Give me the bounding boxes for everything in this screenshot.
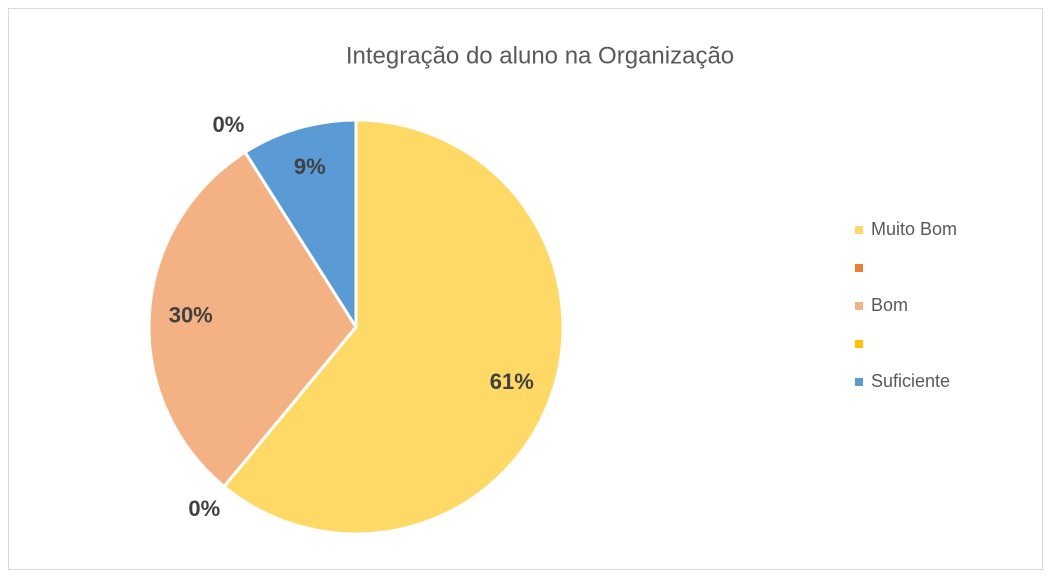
pie-slice — [222, 118, 565, 536]
legend-marker — [855, 340, 863, 348]
data-label: 30% — [169, 302, 213, 327]
legend-label: Bom — [871, 295, 908, 315]
legend-label: Muito Bom — [871, 219, 957, 239]
data-label: 0% — [213, 112, 245, 137]
legend-marker — [855, 226, 863, 234]
data-label: 61% — [490, 369, 534, 394]
legend-label: Suficiente — [871, 371, 950, 391]
legend-marker — [855, 302, 863, 310]
data-label: 0% — [188, 496, 220, 521]
legend-marker — [855, 378, 863, 386]
chart-title: Integração do aluno na Organização — [346, 42, 734, 69]
legend-marker — [855, 264, 863, 272]
pie-slice — [243, 118, 358, 329]
data-label: 9% — [294, 154, 326, 179]
pie-slice — [147, 150, 358, 488]
